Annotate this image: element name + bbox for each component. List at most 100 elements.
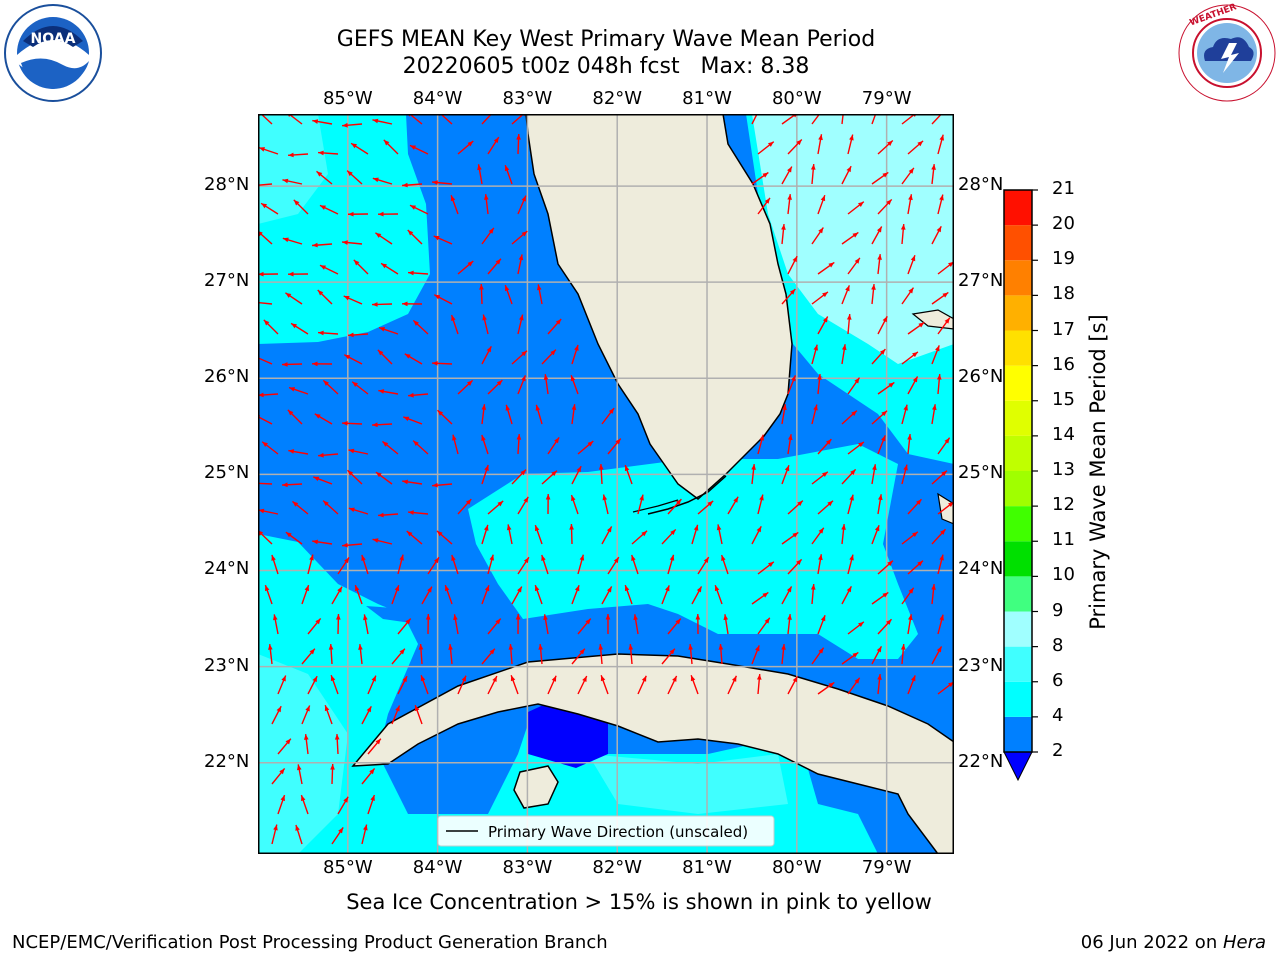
wave-arrow <box>337 796 349 815</box>
colorbar-bin <box>1004 611 1032 647</box>
wave-arrow <box>787 500 804 515</box>
wave-arrow <box>817 134 823 155</box>
wave-arrow <box>607 438 622 455</box>
wave-arrow <box>877 435 886 455</box>
wave-arrow <box>301 648 316 665</box>
wave-arrow <box>407 229 423 245</box>
wave-arrow <box>877 254 882 275</box>
wave-arrow <box>487 554 495 575</box>
wave-arrow <box>787 139 803 155</box>
wave-arrow <box>628 644 634 665</box>
wave-arrow <box>541 470 558 485</box>
wave-arrow <box>547 436 560 455</box>
wave-arrow <box>900 224 906 245</box>
wave-arrow <box>877 494 883 515</box>
wave-arrow <box>363 614 369 635</box>
wave-arrow <box>431 361 453 366</box>
wave-arrow <box>481 524 489 545</box>
wave-arrow <box>481 345 492 365</box>
land-dry-tortugas <box>632 499 679 513</box>
wave-arrow <box>781 224 786 245</box>
wave-arrow <box>281 362 303 367</box>
wave-arrow <box>877 674 882 695</box>
wave-arrow <box>457 675 467 695</box>
colorbar-tick-label: 4 <box>1052 704 1064 726</box>
wave-arrow <box>401 301 423 307</box>
wave-arrow <box>371 422 393 428</box>
colorbar-bin <box>1004 435 1032 471</box>
wave-arrow <box>420 674 429 695</box>
wave-arrow <box>817 500 834 515</box>
wave-arrow <box>511 350 528 365</box>
wave-arrow <box>667 675 678 695</box>
lat-label-left: 27°N <box>204 270 250 292</box>
colorbar-tick-label: 2 <box>1052 740 1064 761</box>
wave-arrow <box>382 440 399 455</box>
wave-arrow <box>577 440 594 455</box>
lon-label-bottom: 83°W <box>502 857 553 878</box>
land-bahamas-andros <box>937 492 954 525</box>
wave-arrow <box>841 165 852 185</box>
ocean-band-6-8-nw <box>258 114 328 224</box>
wave-arrow <box>787 375 797 395</box>
wave-arrow <box>547 318 562 335</box>
wave-arrow <box>877 140 894 155</box>
footer-date: 06 Jun 2022 on <box>1080 932 1223 953</box>
colorbar-bin <box>1004 681 1032 717</box>
wave-arrow <box>397 675 408 695</box>
wave-arrow <box>361 768 376 785</box>
wave-arrow <box>937 261 954 275</box>
land-isle-of-youth <box>513 765 559 809</box>
wave-arrow <box>847 441 865 455</box>
colorbar-tick-label: 8 <box>1052 634 1064 656</box>
wave-arrow <box>288 386 309 395</box>
wave-arrow <box>517 556 530 575</box>
colorbar-bin <box>1004 646 1032 682</box>
colorbar-tick-label: 18 <box>1052 283 1075 305</box>
wave-arrow <box>688 644 693 665</box>
wave-arrow <box>901 404 908 425</box>
lat-label-left: 22°N <box>204 750 250 772</box>
wave-arrow <box>453 614 459 635</box>
wave-arrow <box>336 613 341 635</box>
wave-arrow <box>907 675 916 695</box>
wave-arrow <box>361 705 372 725</box>
wave-arrow <box>367 675 377 695</box>
wave-arrow <box>756 674 762 695</box>
wave-arrow <box>378 389 399 395</box>
wave-arrow <box>811 227 824 245</box>
lat-label-left: 26°N <box>204 366 250 388</box>
wave-arrow <box>391 648 406 665</box>
wave-arrow <box>727 675 738 695</box>
wave-arrow <box>534 524 543 545</box>
wave-arrow <box>817 554 823 575</box>
lon-label-bottom: 84°W <box>412 857 463 878</box>
wave-arrow <box>477 164 483 185</box>
wave-arrow <box>931 528 947 545</box>
wave-arrow <box>408 270 429 276</box>
wave-arrow <box>871 410 888 425</box>
wave-arrow <box>787 194 792 215</box>
footer-right: 06 Jun 2022 on Hera <box>1081 932 1266 953</box>
land-bahamas-north <box>911 309 954 330</box>
wave-arrow <box>847 201 865 215</box>
lon-label-bottom: 80°W <box>771 857 822 878</box>
plot-title-line2: 20220605 t00z 048h fcst Max: 8.38 <box>402 54 810 79</box>
wave-arrow <box>403 416 423 425</box>
wave-arrow <box>342 122 363 128</box>
lat-label-right: 26°N <box>958 366 1004 388</box>
wave-arrow <box>907 321 925 335</box>
wave-arrow <box>907 560 924 575</box>
wave-arrow <box>318 452 339 458</box>
wave-arrow <box>695 613 701 635</box>
ocean-band-below-2 <box>528 702 608 768</box>
wave-arrow <box>354 584 363 605</box>
lat-label-right: 27°N <box>958 270 1004 292</box>
lat-label-right: 23°N <box>958 654 1004 676</box>
wave-arrow <box>258 146 279 155</box>
wave-arrow <box>787 676 798 695</box>
colorbar-tick-label: 20 <box>1052 213 1075 235</box>
wave-arrow <box>781 288 796 305</box>
colorbar-tick-label: 19 <box>1052 248 1075 270</box>
wave-arrow <box>901 587 915 605</box>
